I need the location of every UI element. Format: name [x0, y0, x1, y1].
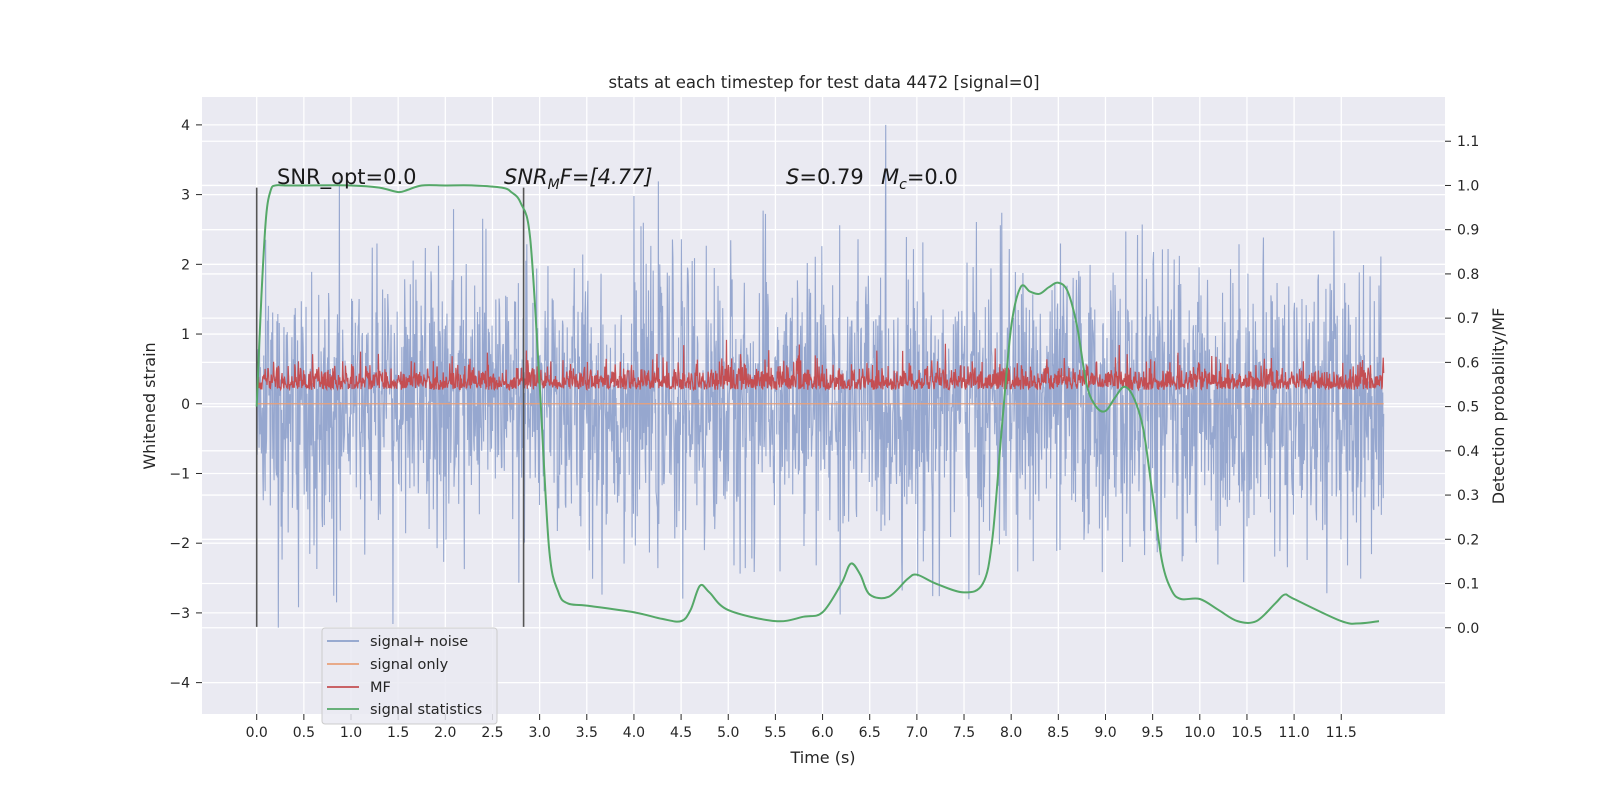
y-axis-right-label: Detection probability/MF	[1489, 308, 1508, 505]
s-name: S	[786, 165, 799, 189]
y-tick-label-left: 4	[181, 118, 190, 134]
x-tick-label: 6.5	[859, 725, 881, 741]
y-tick-label-right: 0.6	[1457, 355, 1479, 371]
y-tick-label-right: 0.3	[1457, 488, 1479, 504]
snr-mf-annotation: SNRMF=[4.77]	[504, 165, 653, 193]
x-tick-label: 0.0	[246, 725, 268, 741]
legend-label-signal-noise: signal+ noise	[370, 634, 468, 650]
x-tick-label: 7.5	[953, 725, 975, 741]
x-tick-label: 2.0	[434, 725, 456, 741]
y-tick-label-right: 0.5	[1457, 400, 1479, 416]
x-tick-label: 4.5	[670, 725, 692, 741]
mc-annotation: Mc=0.0	[881, 165, 958, 193]
x-tick-label: 11.5	[1326, 725, 1357, 741]
y-tick-label-right: 0.4	[1457, 444, 1479, 460]
x-tick-label: 1.5	[387, 725, 409, 741]
y-tick-label-left: 2	[181, 257, 190, 273]
x-tick-label: 8.0	[1000, 725, 1022, 741]
snr-mf-subscript: M	[548, 177, 560, 193]
axes: 0.0 0.5 1.0 1.5 2.0 2.5 3.0 3.5 4.0 4.5 5.0 5.5 6.0 6…	[169, 118, 1479, 741]
mc-value: =0.0	[907, 165, 958, 189]
y-tick-label-left: −2	[169, 536, 190, 552]
x-tick-label: 8.5	[1047, 725, 1069, 741]
snr-opt-annotation: SNR_opt=0.0	[277, 165, 417, 190]
snr-mf-name: SNR	[504, 165, 548, 189]
x-tick-label: 9.0	[1094, 725, 1116, 741]
mf-series	[256, 339, 1385, 392]
y-tick-label-right: 0.1	[1457, 577, 1479, 593]
legend-label-mf: MF	[370, 680, 391, 696]
x-tick-label: 7.0	[906, 725, 928, 741]
x-tick-label: 6.0	[811, 725, 833, 741]
legend-label-signal-only: signal only	[370, 657, 449, 673]
vertical-markers	[255, 187, 525, 627]
x-tick-label: 5.0	[717, 725, 739, 741]
signal-noise-line	[256, 124, 1385, 628]
signal-statistics-series	[255, 184, 1380, 625]
snr-mf-rest: F=[4.77]	[560, 165, 653, 189]
y-tick-label-right: 0.8	[1457, 267, 1479, 283]
x-tick-label: 10.5	[1231, 725, 1262, 741]
y-tick-label-right: 0.7	[1457, 311, 1479, 327]
x-tick-label: 11.0	[1279, 725, 1310, 741]
legend-label-signal-statistics: signal statistics	[370, 702, 482, 718]
y-tick-label-right: 0.0	[1457, 621, 1479, 637]
x-tick-label: 5.5	[764, 725, 786, 741]
mc-name: M	[881, 165, 899, 189]
legend: signal+ noise signal only MF signal stat…	[321, 627, 498, 725]
x-tick-label: 3.5	[576, 725, 598, 741]
y-tick-label-left: −1	[169, 466, 190, 482]
y-tick-label-right: 0.9	[1457, 223, 1479, 239]
x-tick-label: 10.0	[1184, 725, 1215, 741]
y-axis-label: Whitened strain	[140, 342, 159, 469]
y-tick-label-left: 0	[181, 397, 190, 413]
x-axis-label: Time (s)	[789, 748, 855, 767]
x-tick-label: 2.5	[481, 725, 503, 741]
y-tick-label-left: 3	[181, 188, 190, 204]
chart-title: stats at each timestep for test data 447…	[608, 73, 1039, 92]
y-tick-label-right: 1.1	[1457, 134, 1479, 150]
x-tick-label: 0.5	[293, 725, 315, 741]
y-tick-label-left: −4	[169, 676, 190, 692]
legend-box	[321, 627, 498, 725]
mc-subscript: c	[899, 177, 907, 193]
x-tick-label: 1.0	[340, 725, 362, 741]
signal-statistics-line	[255, 184, 1380, 625]
mf-line	[256, 339, 1385, 392]
y-tick-label-left: 1	[181, 327, 190, 343]
x-tick-label: 9.5	[1142, 725, 1164, 741]
y-tick-label-left: −3	[169, 606, 190, 622]
y-tick-label-right: 1.0	[1457, 178, 1479, 194]
signal-noise-series	[256, 124, 1385, 628]
s-value: =0.79	[799, 165, 863, 189]
s-annotation: S=0.79	[786, 165, 864, 189]
x-tick-label: 3.0	[528, 725, 550, 741]
y-tick-label-right: 0.2	[1457, 532, 1479, 548]
x-tick-label: 4.0	[623, 725, 645, 741]
